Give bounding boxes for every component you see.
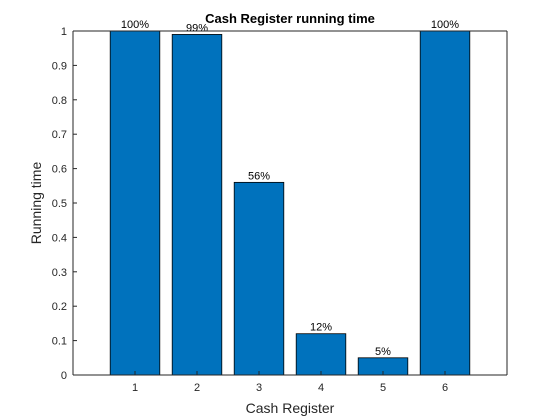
y-ticks-group: 0 0.1 0.2 0.3 0.4 0.5 0.6 0.7 0.8 0.9 1 — [52, 26, 77, 382]
x-tick-label-3: 3 — [256, 382, 262, 394]
data-label-6: 100% — [431, 19, 459, 31]
y-axis-label: Running time — [28, 162, 44, 245]
bar-6 — [419, 30, 471, 376]
y-tick-label-5: 0.5 — [52, 198, 67, 210]
bar-2 — [171, 34, 223, 376]
y-tick-label-4: 0.4 — [52, 232, 67, 244]
bars-group — [109, 30, 471, 376]
y-tick-label-10: 1 — [61, 26, 67, 38]
x-axis-label: Cash Register — [246, 400, 335, 416]
x-tick-label-5: 5 — [380, 382, 386, 394]
y-tick-label-6: 0.6 — [52, 164, 67, 176]
y-tick-label-1: 0.1 — [52, 336, 67, 348]
y-tick-label-7: 0.7 — [52, 129, 67, 141]
x-tick-label-6: 6 — [442, 382, 448, 394]
y-tick-label-8: 0.8 — [52, 95, 67, 107]
chart-title: Cash Register running time — [205, 11, 375, 26]
x-ticks-group: 1 2 3 4 5 6 — [132, 371, 448, 394]
y-tick-label-2: 0.2 — [52, 301, 67, 313]
x-tick-label-4: 4 — [318, 382, 324, 394]
x-tick-label-1: 1 — [132, 382, 138, 394]
data-label-4: 12% — [310, 322, 332, 334]
y-tick-label-0: 0 — [61, 370, 67, 382]
x-tick-label-2: 2 — [194, 382, 200, 394]
y-tick-label-3: 0.3 — [52, 267, 67, 279]
data-label-3: 56% — [248, 170, 270, 182]
y-tick-label-9: 0.9 — [52, 60, 67, 72]
data-label-5: 5% — [375, 346, 391, 358]
bar-1 — [109, 30, 161, 376]
data-label-1: 100% — [121, 19, 149, 31]
bar-4 — [295, 333, 347, 376]
bar-3 — [233, 181, 285, 376]
